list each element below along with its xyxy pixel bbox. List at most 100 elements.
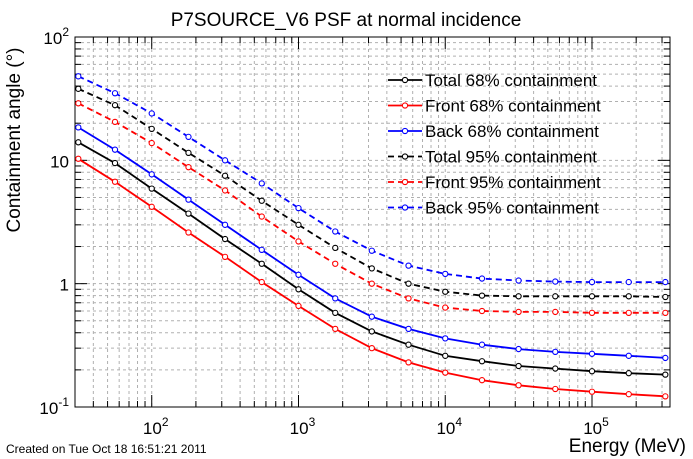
data-point (588, 309, 596, 316)
data-point (478, 341, 486, 348)
data-point (515, 362, 522, 370)
series-6 (75, 73, 669, 286)
data-point (368, 345, 375, 352)
x-tick-label: 104 (436, 415, 462, 438)
data-point (185, 229, 192, 236)
data-point (221, 253, 229, 260)
legend-label: Total 95% containment (425, 148, 597, 167)
data-point (185, 133, 192, 141)
data-point (368, 280, 375, 287)
data-point (368, 328, 375, 335)
footer-timestamp: Created on Tue Oct 18 16:51:21 2011 (6, 442, 207, 456)
data-point (552, 293, 559, 300)
data-point (332, 295, 339, 302)
legend-marker (401, 153, 409, 160)
data-point (75, 100, 82, 107)
data-point (368, 265, 375, 272)
series-4 (75, 85, 669, 301)
data-point (295, 286, 302, 293)
x-tick-label: 103 (290, 415, 316, 438)
data-point (552, 308, 559, 316)
data-point (258, 246, 265, 254)
data-point (332, 309, 339, 316)
data-point (185, 164, 192, 171)
legend-marker (401, 204, 409, 211)
legend: Total 68% containment Front 68% containme… (388, 71, 601, 218)
data-point (221, 187, 229, 194)
data-point (258, 197, 265, 204)
data-point (405, 262, 412, 269)
data-point (258, 278, 265, 286)
data-point (625, 278, 632, 286)
data-point (442, 369, 449, 376)
legend-marker (401, 76, 409, 84)
data-point (295, 204, 302, 212)
data-point (625, 352, 632, 359)
legend-label: Total 68% containment (425, 71, 597, 90)
legend-label: Back 68% containment (425, 122, 599, 141)
data-point (148, 110, 155, 117)
data-point (588, 350, 596, 357)
plot-frame (74, 36, 671, 408)
data-point (405, 295, 412, 302)
data-point (332, 244, 339, 252)
data-point (405, 325, 412, 333)
data-point (148, 203, 155, 210)
grid (75, 37, 670, 407)
data-point (111, 118, 119, 126)
data-point (625, 309, 632, 316)
data-point (588, 368, 596, 375)
series-5 (75, 100, 669, 316)
y-tick-label: 1 (60, 276, 69, 295)
data-point (148, 139, 155, 147)
data-point (368, 247, 375, 254)
legend-marker (401, 127, 409, 135)
y-tick-label: 10-1 (39, 395, 69, 418)
y-tick-label: 102 (43, 25, 69, 48)
series-line (77, 158, 666, 398)
data-point (625, 370, 632, 377)
x-tick-label: 102 (143, 415, 169, 438)
y-tick-label: 10 (50, 152, 69, 171)
data-point (75, 155, 82, 162)
data-point (185, 196, 192, 203)
data-point (332, 228, 339, 235)
data-point (552, 348, 559, 356)
data-point (515, 293, 522, 300)
data-point (75, 124, 82, 131)
data-point (662, 293, 669, 301)
data-point (368, 313, 375, 320)
data-point (478, 358, 486, 365)
data-point (552, 278, 559, 285)
data-point (515, 382, 522, 389)
data-point (515, 345, 522, 353)
data-point (405, 341, 412, 348)
data-point (221, 235, 229, 243)
data-point (405, 359, 412, 366)
data-point (258, 213, 265, 220)
data-point (588, 278, 596, 286)
data-point (185, 210, 192, 217)
data-point (442, 304, 449, 311)
y-axis-label: Containment angle (°) (4, 47, 25, 232)
series-1 (75, 139, 669, 378)
data-point (258, 260, 265, 267)
legend-label: Front 68% containment (425, 97, 601, 116)
data-point (442, 270, 449, 278)
series-2 (75, 155, 669, 400)
data-point (111, 146, 119, 153)
data-point (111, 102, 119, 109)
data-point (258, 180, 265, 187)
data-point (478, 377, 486, 384)
data-point (332, 260, 339, 267)
data-point (478, 292, 486, 299)
series (75, 73, 669, 400)
data-point (442, 288, 449, 295)
data-point (662, 278, 669, 286)
data-point (405, 280, 412, 287)
data-point (662, 309, 669, 316)
data-point (221, 157, 229, 164)
data-point (148, 185, 155, 192)
data-point (625, 391, 632, 398)
